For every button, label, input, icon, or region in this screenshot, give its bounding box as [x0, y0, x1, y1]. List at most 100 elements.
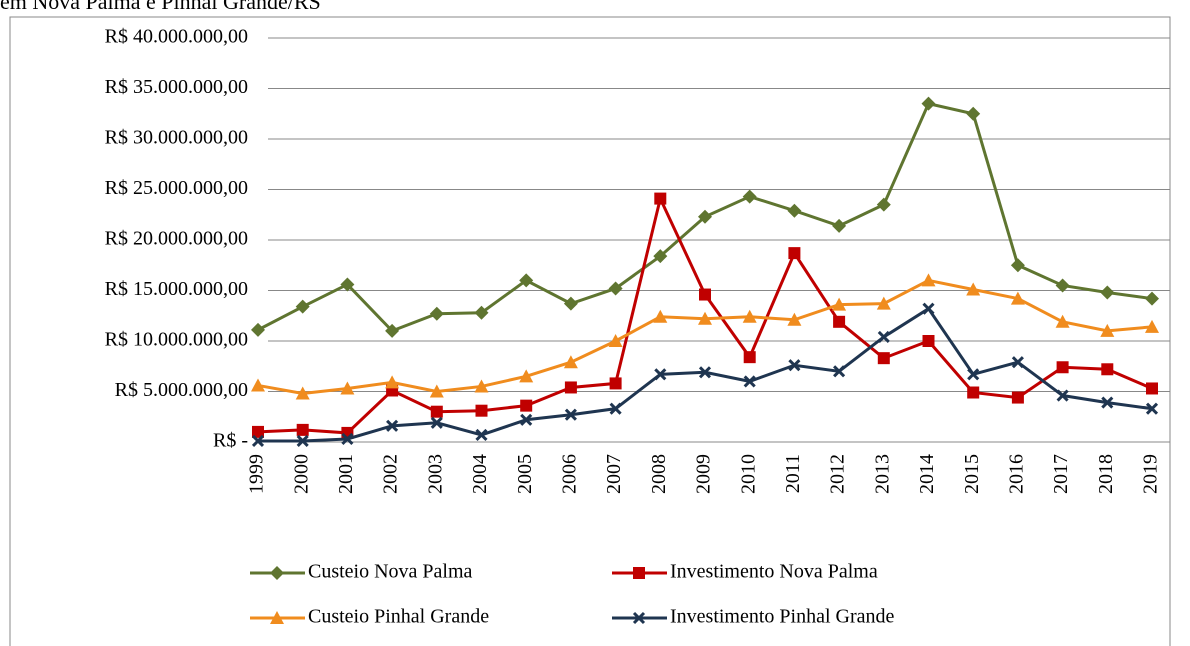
- marker: [743, 375, 756, 388]
- marker: [608, 334, 623, 347]
- marker: [251, 434, 265, 448]
- marker: [921, 273, 936, 287]
- marker: [564, 408, 577, 421]
- marker: [653, 309, 668, 323]
- legend-label: Custeio Nova Palma: [308, 561, 473, 583]
- marker: [833, 365, 846, 378]
- marker: [966, 282, 981, 296]
- marker: [296, 423, 309, 436]
- marker: [295, 386, 310, 400]
- marker: [787, 312, 802, 326]
- marker: [788, 359, 801, 372]
- chart-title: em Nova Palma e Pinhal Grande/RS: [0, 0, 321, 14]
- marker: [921, 96, 936, 111]
- marker: [698, 209, 712, 224]
- marker: [296, 434, 309, 448]
- y-tick-label: R$ 10.000.000,00: [105, 329, 248, 351]
- marker: [430, 416, 443, 429]
- marker: [922, 302, 935, 315]
- marker: [385, 375, 400, 389]
- x-tick-label: 2003: [424, 454, 446, 494]
- marker: [1010, 291, 1025, 305]
- marker: [1146, 382, 1158, 395]
- marker: [429, 306, 444, 321]
- chart-frame: [9, 16, 1171, 646]
- marker: [1101, 363, 1114, 376]
- x-tick-label: 2018: [1095, 454, 1117, 494]
- x-tick-label: 2010: [737, 454, 759, 494]
- marker: [1101, 396, 1114, 409]
- x-tick-label: 2013: [871, 454, 893, 494]
- x-tick-label: 2002: [380, 454, 402, 494]
- y-tick-label: R$ -: [213, 430, 248, 452]
- marker: [698, 366, 712, 379]
- marker: [742, 189, 757, 204]
- x-tick-label: 2009: [693, 454, 715, 494]
- x-tick-label: 2017: [1050, 454, 1072, 494]
- x-tick-label: 2000: [290, 454, 312, 494]
- marker: [833, 315, 846, 328]
- marker: [1100, 323, 1115, 337]
- x-tick-label: 2006: [558, 454, 580, 494]
- marker: [743, 351, 756, 364]
- x-tick-label: 2005: [514, 454, 536, 494]
- marker: [876, 296, 891, 310]
- marker: [877, 352, 890, 365]
- y-tick-label: R$ 25.000.000,00: [105, 177, 248, 199]
- marker: [1145, 291, 1159, 306]
- x-tick-label: 2007: [603, 454, 625, 494]
- x-tick-label: 2012: [827, 454, 849, 494]
- x-tick-label: 2016: [1005, 454, 1027, 494]
- marker: [520, 413, 533, 426]
- marker: [251, 378, 265, 392]
- marker: [967, 368, 980, 381]
- x-tick-label: 2011: [782, 454, 804, 493]
- x-tick-label: 1999: [246, 454, 268, 494]
- marker: [475, 404, 488, 417]
- y-tick-label: R$ 20.000.000,00: [105, 228, 248, 250]
- marker: [519, 369, 534, 383]
- marker: [1010, 258, 1025, 273]
- marker: [609, 402, 622, 415]
- marker: [832, 297, 847, 311]
- marker: [653, 249, 668, 264]
- marker: [832, 218, 847, 233]
- marker: [474, 379, 489, 393]
- marker: [563, 355, 578, 369]
- x-tick-label: 2001: [335, 454, 357, 494]
- marker: [1011, 391, 1024, 404]
- marker: [519, 273, 534, 288]
- marker: [295, 299, 310, 314]
- marker: [1055, 278, 1070, 293]
- marker: [699, 288, 711, 301]
- marker: [385, 323, 400, 338]
- marker: [788, 247, 801, 260]
- marker: [563, 296, 578, 311]
- marker: [1100, 285, 1115, 300]
- marker: [654, 192, 667, 205]
- marker: [340, 277, 355, 292]
- marker: [922, 335, 935, 347]
- marker: [564, 381, 577, 394]
- marker: [341, 432, 354, 446]
- x-tick-label: 2004: [469, 454, 491, 494]
- marker: [386, 419, 399, 432]
- marker: [1145, 402, 1159, 415]
- legend-marker: [633, 567, 645, 579]
- marker: [967, 386, 980, 399]
- marker: [430, 405, 443, 418]
- legend-label: Custeio Pinhal Grande: [308, 606, 489, 628]
- y-tick-label: R$ 40.000.000,00: [105, 26, 248, 48]
- marker: [876, 197, 891, 212]
- legend-label: Investimento Nova Palma: [670, 561, 878, 583]
- marker: [1055, 314, 1070, 328]
- marker: [475, 428, 488, 441]
- y-tick-label: R$ 15.000.000,00: [105, 278, 248, 300]
- marker: [787, 203, 802, 218]
- marker: [474, 305, 489, 320]
- legend-marker: [632, 611, 646, 625]
- marker: [1145, 319, 1159, 333]
- x-tick-label: 2014: [916, 454, 938, 494]
- legend-marker: [270, 611, 284, 624]
